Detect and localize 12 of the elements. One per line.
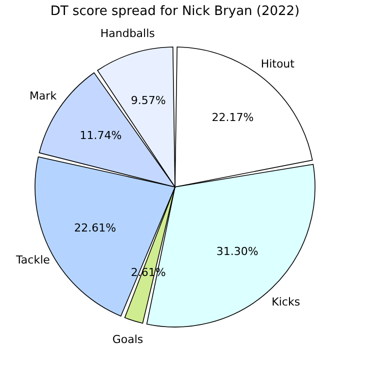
chart-title: DT score spread for Nick Bryan (2022): [50, 4, 300, 19]
data-label: 31.30%: [216, 244, 258, 258]
slice-label: Kicks: [272, 295, 300, 308]
slice-label: Mark: [29, 90, 58, 103]
data-label: 9.57%: [130, 94, 166, 108]
slice-label: Hitout: [260, 57, 296, 70]
slice-label: Handballs: [100, 27, 156, 40]
slice-label: Goals: [112, 332, 144, 346]
data-label: 11.74%: [80, 129, 122, 142]
data-label: 22.17%: [212, 110, 254, 124]
slice-label: Tackle: [15, 254, 50, 267]
data-label: 22.61%: [74, 221, 116, 234]
